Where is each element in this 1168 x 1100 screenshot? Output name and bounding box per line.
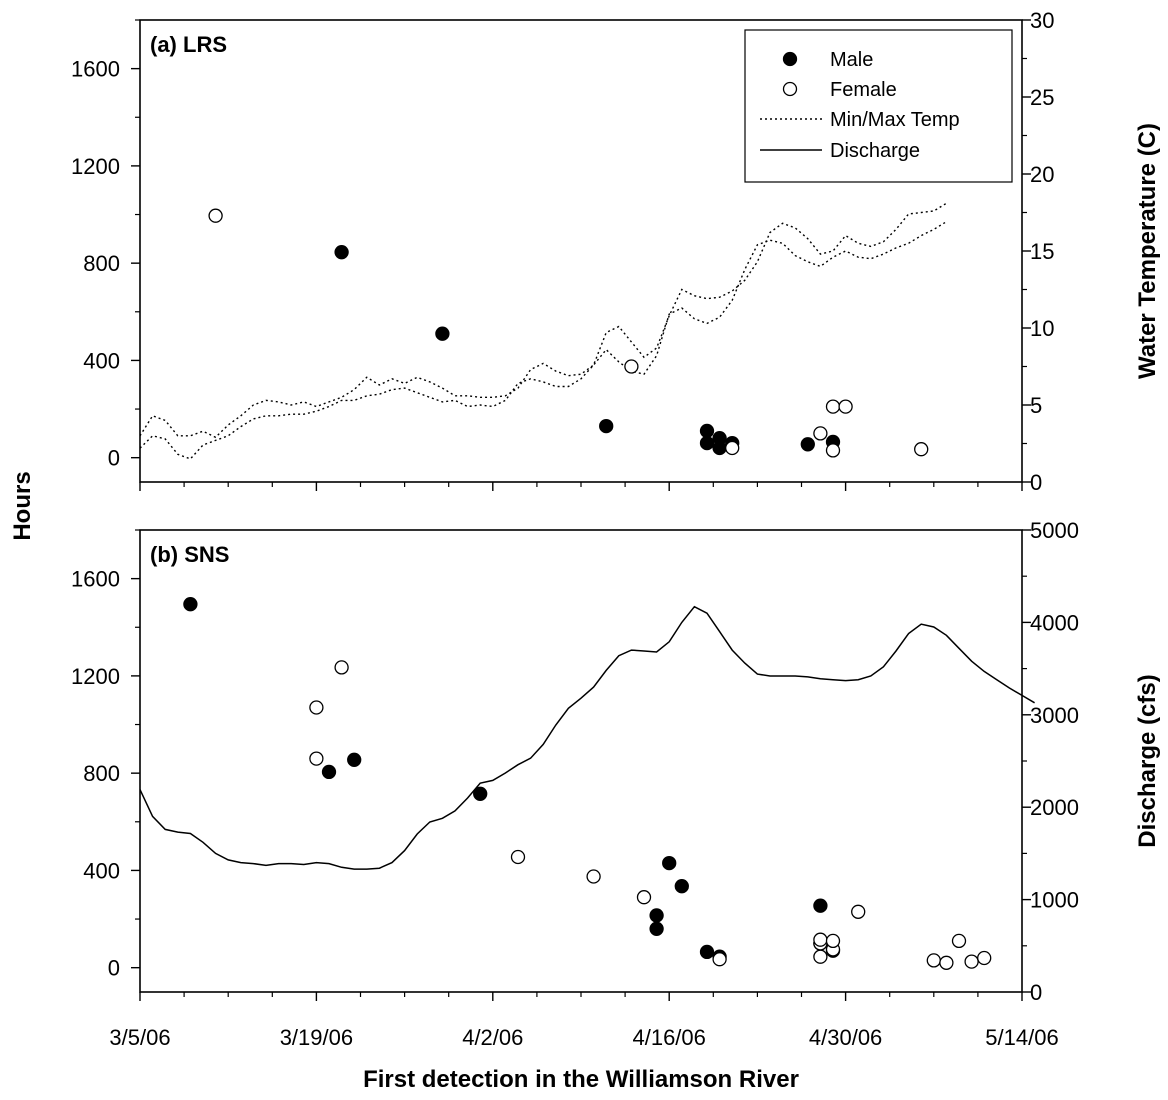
x-axis-label: First detection in the Williamson River (363, 1066, 799, 1093)
legend-male-marker (782, 51, 798, 67)
male-point (321, 764, 337, 780)
panel-a-y2-tick-label: 5 (1030, 393, 1042, 418)
male-point (699, 435, 715, 451)
female-point (951, 933, 967, 949)
y2-axis-label-temperature: Water Temperature (C) (1134, 123, 1161, 379)
panel-b-y-tick-label: 800 (83, 761, 120, 786)
female-point (914, 442, 929, 457)
female-point (838, 399, 853, 414)
male-point (699, 944, 715, 960)
female-point (939, 955, 954, 970)
female-point (813, 949, 828, 964)
female-point (851, 904, 866, 919)
female-point (813, 932, 828, 947)
panel-a-label: (a) LRS (150, 32, 227, 57)
panel-b-label: (b) SNS (150, 542, 229, 567)
male-point (662, 855, 677, 871)
y2-axis-label-discharge: Discharge (cfs) (1134, 674, 1161, 847)
male-point (183, 597, 198, 612)
panel-a-y-tick-label: 1200 (71, 154, 120, 179)
male-point (813, 898, 828, 913)
male-point (699, 423, 715, 439)
female-point (712, 952, 727, 967)
male-point (800, 437, 815, 452)
panel-b-y2-tick-label: 4000 (1030, 610, 1079, 635)
panel-b-y2-tick-label: 0 (1030, 980, 1042, 1005)
panel-a-y2-tick-label: 10 (1030, 316, 1054, 341)
panel-a-y2-tick-label: 25 (1030, 85, 1054, 110)
temp-min-line (139, 221, 947, 460)
female-point (334, 660, 349, 675)
female-point (208, 208, 223, 223)
panel-b-y2-tick-label: 3000 (1030, 703, 1079, 728)
female-point (977, 950, 992, 966)
temp-max-line (139, 202, 947, 439)
chart-marks: 0 400 800 1200 1600 0 5 10 15 20 25 30 3/5/06 3/19/06… (71, 8, 1079, 1050)
panel-b-y2-tick-label: 5000 (1030, 518, 1079, 543)
female-point (309, 700, 324, 715)
panel-b-y-tick-label: 1200 (71, 664, 120, 689)
x-tick-label: 4/16/06 (632, 1025, 705, 1050)
legend: Male Female Min/Max Temp Discharge (744, 29, 1013, 183)
panel-b-y-tick-label: 0 (108, 956, 120, 981)
panel-a-y-tick-label: 800 (83, 251, 120, 276)
male-point (347, 752, 362, 767)
female-point (813, 426, 828, 441)
female-point (309, 751, 324, 766)
x-tick-label: 5/14/06 (985, 1025, 1058, 1050)
female-point (825, 399, 841, 414)
legend-female-marker (782, 81, 798, 97)
legend-temp-label: Min/Max Temp (830, 109, 960, 131)
discharge-line (139, 605, 1035, 870)
female-point (510, 849, 526, 865)
male-point (649, 908, 664, 923)
male-point (334, 245, 349, 260)
panel-a-y2-tick-label: 0 (1030, 470, 1042, 495)
female-point (636, 890, 652, 905)
panel-a-y2-tick-label: 15 (1030, 239, 1054, 264)
panel-b-y2-tick-label: 1000 (1030, 888, 1079, 913)
panel-a-y-tick-label: 1600 (71, 57, 120, 82)
panel-b-y-tick-label: 1600 (71, 567, 120, 592)
male-point (649, 921, 664, 936)
x-tick-label: 4/2/06 (462, 1025, 523, 1050)
female-point (964, 954, 979, 969)
panel-a-y2-tick-label: 20 (1030, 162, 1054, 187)
female-point (624, 359, 639, 374)
female-point (825, 443, 841, 458)
male-point (712, 431, 727, 446)
male-point (435, 326, 450, 341)
male-point (473, 786, 488, 801)
legend-male-label: Male (830, 49, 873, 71)
female-point (926, 953, 941, 968)
female-point (725, 440, 740, 456)
female-point (825, 933, 841, 949)
x-tick-label: 4/30/06 (809, 1025, 882, 1050)
x-tick-label: 3/19/06 (280, 1025, 353, 1050)
male-point (599, 418, 614, 434)
panel-a-y-tick-label: 0 (108, 446, 120, 471)
female-point (586, 869, 601, 884)
x-tick-label: 3/5/06 (109, 1025, 170, 1050)
panel-a-y-tick-label: 400 (83, 348, 120, 373)
legend-female-label: Female (830, 79, 897, 101)
legend-discharge-label: Discharge (830, 140, 920, 162)
panel-b-y-tick-label: 400 (83, 858, 120, 883)
panel-a-y2-tick-label: 30 (1030, 8, 1054, 33)
panel-b-y2-tick-label: 2000 (1030, 795, 1079, 820)
male-point (674, 879, 689, 894)
y-axis-label: Hours (9, 471, 36, 540)
